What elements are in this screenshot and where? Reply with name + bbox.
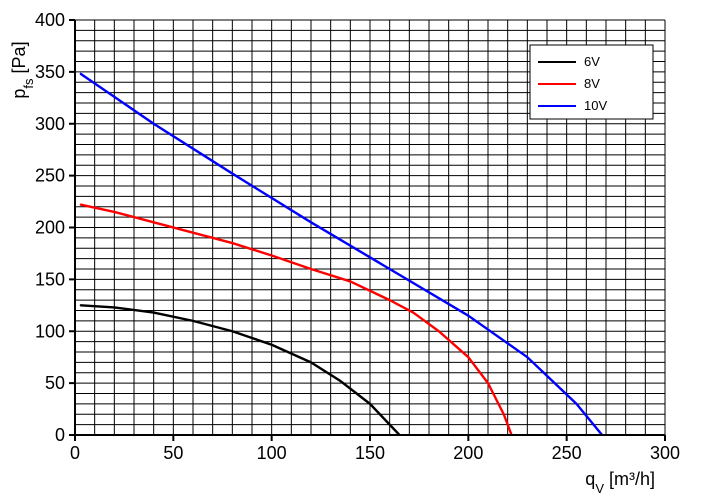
legend: 6V 8V 10V (530, 45, 653, 119)
y-tick-label: 250 (35, 166, 65, 186)
x-tick-label: 50 (163, 443, 183, 463)
x-tick-label: 300 (650, 443, 680, 463)
y-tick-label: 400 (35, 10, 65, 30)
y-tick-label: 50 (45, 373, 65, 393)
legend-label-6V: 6V (584, 54, 600, 69)
fan-curve-chart: 0 50 100 150 200 250 300 0 50 100 150 200 250 300 350 4… (0, 0, 722, 500)
legend-label-10V: 10V (584, 98, 607, 113)
y-tick-label: 0 (55, 425, 65, 445)
y-tick-label: 150 (35, 269, 65, 289)
y-tick-label: 350 (35, 62, 65, 82)
legend-label-8V: 8V (584, 76, 600, 91)
x-tick-label: 100 (257, 443, 287, 463)
x-tick-label: 250 (552, 443, 582, 463)
y-tick-label: 200 (35, 218, 65, 238)
x-tick-label: 150 (355, 443, 385, 463)
x-tick-label: 0 (70, 443, 80, 463)
y-tick-label: 300 (35, 114, 65, 134)
x-tick-label: 200 (453, 443, 483, 463)
y-tick-label: 100 (35, 321, 65, 341)
